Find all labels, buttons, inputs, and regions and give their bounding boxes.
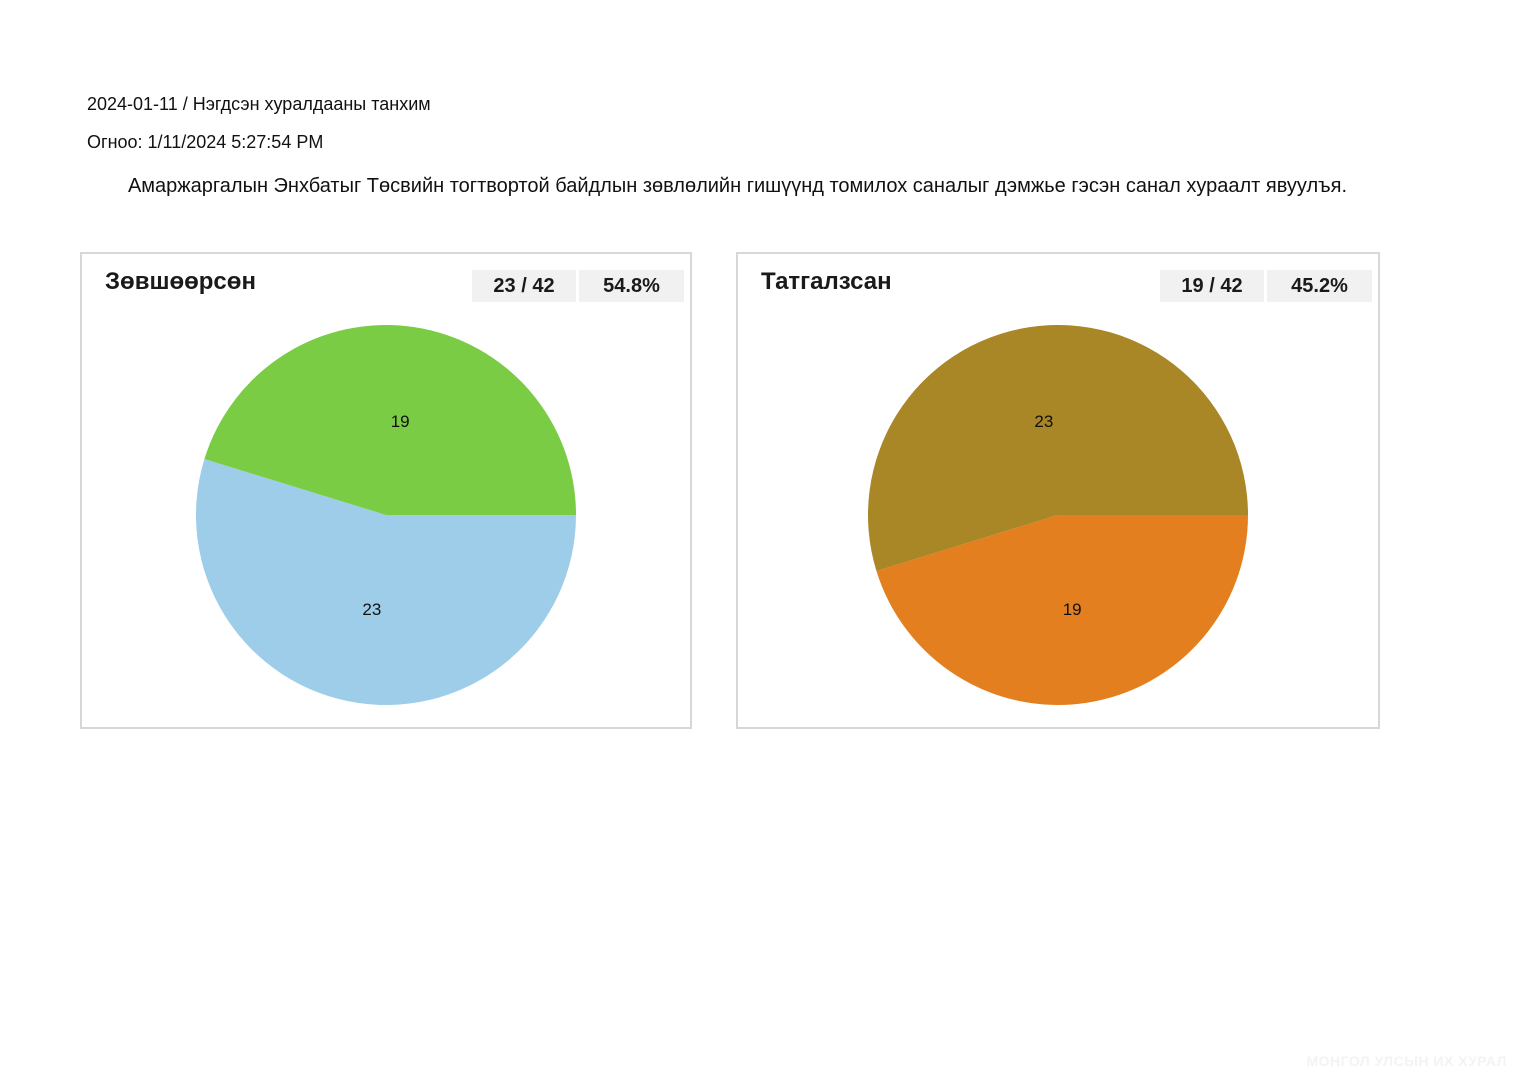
pie-slice-label: 23: [1034, 412, 1053, 431]
pie-slice: [868, 325, 1248, 572]
approved-title: Зөвшөөрсөн: [105, 268, 256, 295]
pie-slice-label: 23: [362, 600, 381, 619]
pie-slice: [196, 458, 576, 705]
rejected-count: 19 / 42: [1160, 270, 1264, 302]
motion-text: Амаржаргалын Энхбатыг Төсвийн тогтвортой…: [127, 175, 1348, 197]
session-title: 2024-01-11 / Нэгдсэн хуралдааны танхим: [87, 94, 431, 114]
rejected-percent: 45.2%: [1267, 270, 1372, 302]
approved-percent: 54.8%: [579, 270, 684, 302]
pie-slice: [876, 515, 1248, 706]
approved-pie-chart: 23 19: [196, 325, 576, 705]
pie-slice-label: 19: [1063, 600, 1082, 619]
vote-date: Огноо: 1/11/2024 5:27:54 PM: [87, 132, 324, 152]
pie-slice-label: 19: [391, 412, 410, 431]
watermark: МОНГОЛ УЛСЫН ИХ ХУРАЛ: [1306, 1053, 1507, 1069]
approved-panel: Зөвшөөрсөн 23 / 42 54.8% 23 19: [80, 252, 692, 729]
approved-count: 23 / 42: [472, 270, 576, 302]
pie-slice: [204, 325, 576, 515]
rejected-panel: Татгалзсан 19 / 42 45.2% 19 23: [736, 252, 1380, 729]
rejected-title: Татгалзсан: [761, 268, 892, 295]
